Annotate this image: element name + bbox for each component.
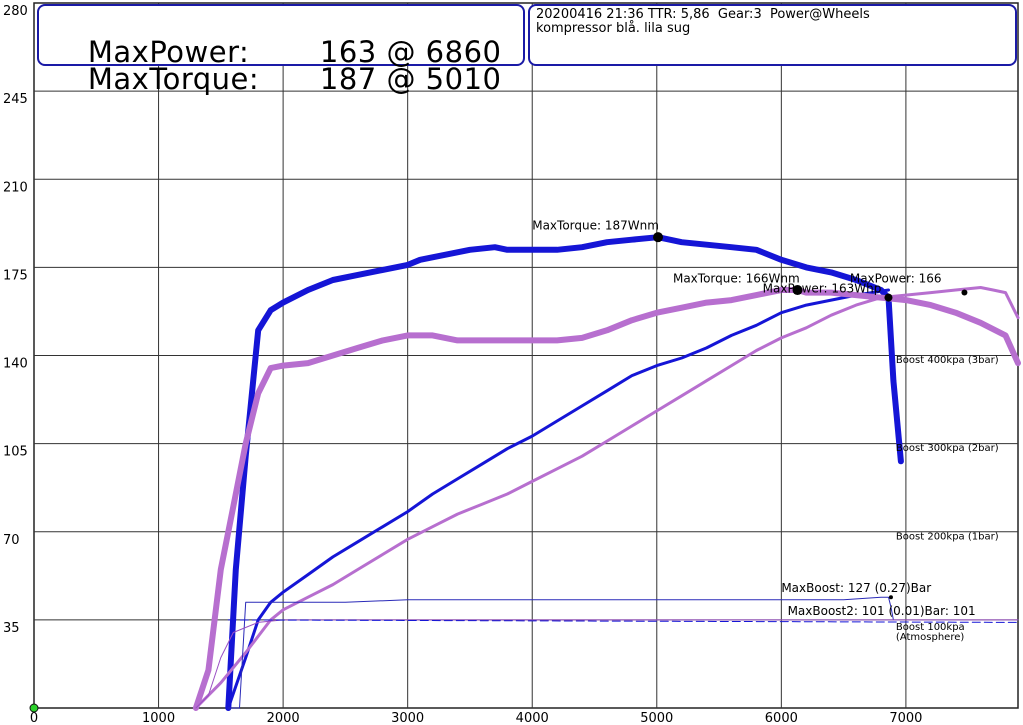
max-torque-value: 187 @ 5010 <box>319 62 502 96</box>
chart-annotation: Boost 200kpa (1bar) <box>896 531 999 542</box>
torque-curve-3 <box>192 287 1021 711</box>
series-group <box>192 234 1021 711</box>
run-info-box: 20200416 21:36 TTR: 5,86 Gear:3 Power@Wh… <box>528 4 1017 66</box>
power-curve-2 <box>226 288 890 710</box>
y-tick-label: 210 <box>3 180 28 195</box>
power-curve-4 <box>194 286 1020 710</box>
x-tick-label: 6000 <box>765 711 798 725</box>
y-tick-label: 245 <box>3 92 28 107</box>
peak-marker <box>884 293 893 302</box>
y-tick-label: 140 <box>3 357 28 372</box>
chart-annotation: MaxBoost: 127 (0.27)Bar <box>781 581 931 595</box>
grid <box>33 2 1019 709</box>
x-tick-label: 3000 <box>391 711 424 725</box>
x-tick-label: 7000 <box>889 711 922 725</box>
chart-annotation: MaxPower: 163Whp <box>763 282 882 296</box>
origin-marker <box>29 703 39 713</box>
max-power-row: MaxPower: 163 @ 6860 <box>49 9 501 96</box>
chart-annotation: MaxBoost2: 101 (0.01)Bar: 101 <box>788 604 976 618</box>
chart-annotation: MaxPower: 166 <box>850 271 942 285</box>
chart-annotation: MaxTorque: 187Wnm <box>532 219 659 233</box>
peak-marker <box>653 232 664 243</box>
peak-marker <box>792 285 803 296</box>
chart-annotation: MaxTorque: 166Wnm <box>673 271 800 285</box>
y-tick-label: 280 <box>3 4 28 19</box>
y-tick-label: 175 <box>3 268 28 283</box>
x-tick-label: 5000 <box>640 711 673 725</box>
x-tick-label: 4000 <box>516 711 549 725</box>
boost-curve-6 <box>195 619 1019 709</box>
x-tick-label: 0 <box>30 711 38 725</box>
marker-group <box>29 232 968 713</box>
torque-curve-1 <box>225 234 904 711</box>
chart-annotation: Boost 300kpa (2bar) <box>896 443 999 454</box>
x-tick-label: 1000 <box>142 711 175 725</box>
y-tick-label: 35 <box>3 621 20 636</box>
run-description-line: kompressor blå. lila sug <box>536 21 691 36</box>
chart-annotation: (Atmosphere) <box>896 632 964 643</box>
boost-curve-5 <box>227 596 894 709</box>
x-tick-label: 2000 <box>267 711 300 725</box>
y-tick-label: 70 <box>3 533 20 548</box>
chart-annotation: Boost 100kpa <box>896 622 965 633</box>
y-tick-label: 105 <box>3 445 28 460</box>
max-torque-row: MaxTorque: 187 @ 5010 <box>49 36 501 123</box>
max-power-label: MaxPower: <box>87 35 250 69</box>
atmosphere-curve-7 <box>227 619 1019 623</box>
chart-annotation: Boost 400kpa (3bar) <box>896 355 999 366</box>
max-values-box: MaxPower: 163 @ 6860 MaxTorque: 187 @ 5010 <box>37 4 525 94</box>
peak-marker <box>961 289 968 296</box>
peak-marker <box>888 595 893 600</box>
run-info-line: 20200416 21:36 TTR: 5,86 Gear:3 Power@Wh… <box>536 7 870 22</box>
axis-ticks: 0 1000 2000 3000 4000 5000 6000 7000 35 70 105 140 1… <box>3 4 922 725</box>
max-power-value: 163 @ 6860 <box>319 35 502 69</box>
max-torque-label: MaxTorque: <box>87 62 260 96</box>
